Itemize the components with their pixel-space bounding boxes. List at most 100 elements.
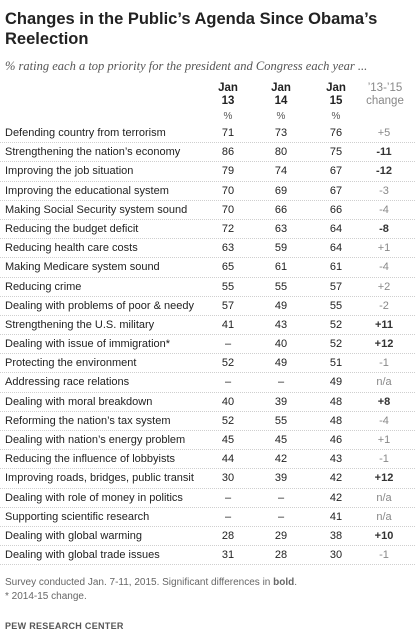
- footer-asterisk-note: * 2014-15 change.: [5, 591, 87, 602]
- cell-jan13: 41: [221, 318, 235, 331]
- cell-jan14: 63: [274, 222, 288, 235]
- cell-jan13: 63: [221, 242, 235, 255]
- row-label: Reducing the budget deficit: [5, 222, 139, 235]
- row-label: Defending country from terrorism: [5, 127, 166, 139]
- row-label: Dealing with global trade issues: [5, 549, 160, 562]
- table-row: Dealing with global trade issues 31 28 30 -1: [0, 546, 415, 566]
- column-header-change: ’13-’15 change: [362, 82, 408, 108]
- cell-change: +11: [374, 318, 394, 331]
- table-row: Dealing with role of money in politics – –…: [0, 489, 415, 508]
- table-row: Dealing with moral breakdown 40 39 48 +8: [0, 393, 415, 412]
- cell-change: -4: [379, 414, 389, 427]
- cell-change: -12: [376, 165, 392, 178]
- percent-label-jan13: %: [223, 111, 233, 122]
- row-label: Protecting the environment: [5, 357, 137, 370]
- column-header-jan15-label: Jan 15: [326, 82, 346, 107]
- cell-jan13: 65: [221, 261, 235, 274]
- cell-jan13: 52: [221, 357, 235, 370]
- row-label: Making Social Security system sound: [5, 203, 188, 216]
- table-row: Strengthening the nation’s economy 86 80 75…: [0, 143, 415, 163]
- table-row: Making Medicare system sound 65 61 61 -4: [0, 258, 415, 278]
- row-label: Improving roads, bridges, public transit: [5, 472, 194, 485]
- cell-change: -3: [379, 184, 389, 197]
- cell-jan13: 45: [221, 434, 235, 446]
- cell-jan15: 67: [329, 184, 343, 197]
- cell-jan15: 75: [329, 146, 343, 159]
- cell-jan15: 55: [329, 299, 343, 312]
- column-header-jan14-label: Jan 14: [271, 82, 291, 107]
- table-row: Protecting the environment 52 49 51 -1: [0, 354, 415, 374]
- cell-jan13: 71: [221, 127, 235, 139]
- table-row: Dealing with global warming 28 29 38 +10: [0, 527, 415, 547]
- row-label: Dealing with nation’s energy problem: [5, 434, 186, 446]
- cell-jan14: 49: [274, 357, 288, 370]
- cell-jan14: 61: [274, 261, 288, 274]
- cell-change: -1: [379, 549, 389, 562]
- cell-jan14: 39: [274, 472, 288, 485]
- cell-jan14: –: [277, 376, 285, 389]
- row-label: Improving the job situation: [5, 165, 134, 178]
- percent-label-jan15: %: [331, 111, 341, 122]
- table-row: Supporting scientific research – – 41 n/a: [0, 508, 415, 527]
- cell-jan15: 30: [329, 549, 343, 562]
- cell-jan13: 70: [221, 184, 235, 197]
- chart-subtitle: % rating each a top priority for the pre…: [5, 59, 368, 73]
- cell-change: +5: [377, 127, 391, 139]
- row-label: Addressing race relations: [5, 376, 130, 389]
- table-row: Addressing race relations – – 49 n/a: [0, 373, 415, 393]
- cell-jan13: –: [224, 491, 232, 504]
- cell-change: +8: [377, 395, 391, 408]
- row-label: Reforming the nation’s tax system: [5, 414, 171, 427]
- row-label: Strengthening the nation’s economy: [5, 146, 181, 159]
- cell-jan15: 43: [329, 453, 343, 466]
- table-row: Improving the educational system 70 69 67 -3: [0, 182, 415, 201]
- cell-change: +1: [377, 242, 391, 255]
- row-label: Making Medicare system sound: [5, 261, 160, 274]
- cell-change: +2: [377, 280, 391, 293]
- table-row: Dealing with problems of poor & needy 57 4…: [0, 297, 415, 316]
- cell-change: n/a: [376, 491, 392, 504]
- column-header-change-label: ’13-’15 change: [366, 82, 404, 107]
- row-label: Reducing health care costs: [5, 242, 138, 255]
- column-header-jan13: Jan 13: [210, 82, 246, 108]
- column-header-jan13-label: Jan 13: [218, 82, 238, 107]
- cell-change: n/a: [376, 510, 392, 523]
- cell-jan15: 61: [329, 261, 343, 274]
- cell-jan15: 64: [329, 242, 343, 255]
- footer-note: Survey conducted Jan. 7-11, 2015. Signif…: [5, 577, 297, 588]
- cell-jan15: 42: [329, 491, 343, 504]
- footer-note-suffix: .: [294, 577, 298, 588]
- cell-jan14: 55: [274, 414, 288, 427]
- cell-jan14: 28: [274, 549, 288, 562]
- row-label: Dealing with moral breakdown: [5, 395, 153, 408]
- cell-jan14: 73: [274, 127, 288, 139]
- footer-note-bold: bold: [273, 577, 295, 588]
- cell-jan13: 28: [221, 529, 235, 542]
- table-row: Dealing with issue of immigration* – 40 52 +…: [0, 335, 415, 355]
- footer-note-prefix: Survey conducted Jan. 7-11, 2015. Signif…: [5, 577, 274, 588]
- cell-jan14: 42: [274, 453, 288, 466]
- cell-jan15: 42: [329, 472, 343, 485]
- cell-jan14: 74: [274, 165, 288, 178]
- percent-label-jan14: %: [276, 111, 286, 122]
- cell-jan15: 51: [329, 357, 343, 370]
- table-row: Reforming the nation’s tax system 52 55 48 -…: [0, 412, 415, 431]
- organization-credit: PEW RESEARCH CENTER: [5, 621, 124, 631]
- cell-jan13: –: [224, 376, 232, 389]
- cell-change: -1: [379, 357, 389, 370]
- cell-change: -11: [376, 146, 392, 159]
- row-label: Improving the educational system: [5, 184, 169, 197]
- cell-change: +12: [374, 472, 394, 485]
- row-label: Dealing with global warming: [5, 529, 142, 542]
- cell-jan13: 44: [221, 453, 235, 466]
- table-row: Reducing the budget deficit 72 63 64 -8: [0, 220, 415, 240]
- column-header-jan15: Jan 15: [318, 82, 354, 108]
- cell-jan13: –: [224, 510, 232, 523]
- chart-title: Changes in the Public’s Agenda Since Oba…: [5, 10, 378, 48]
- row-label: Dealing with issue of immigration*: [5, 338, 171, 351]
- cell-jan13: 31: [221, 549, 235, 562]
- cell-jan13: 52: [221, 414, 235, 427]
- table-row: Improving the job situation 79 74 67 -12: [0, 162, 415, 182]
- table-row: Strengthening the U.S. military 41 43 52 +11: [0, 316, 415, 336]
